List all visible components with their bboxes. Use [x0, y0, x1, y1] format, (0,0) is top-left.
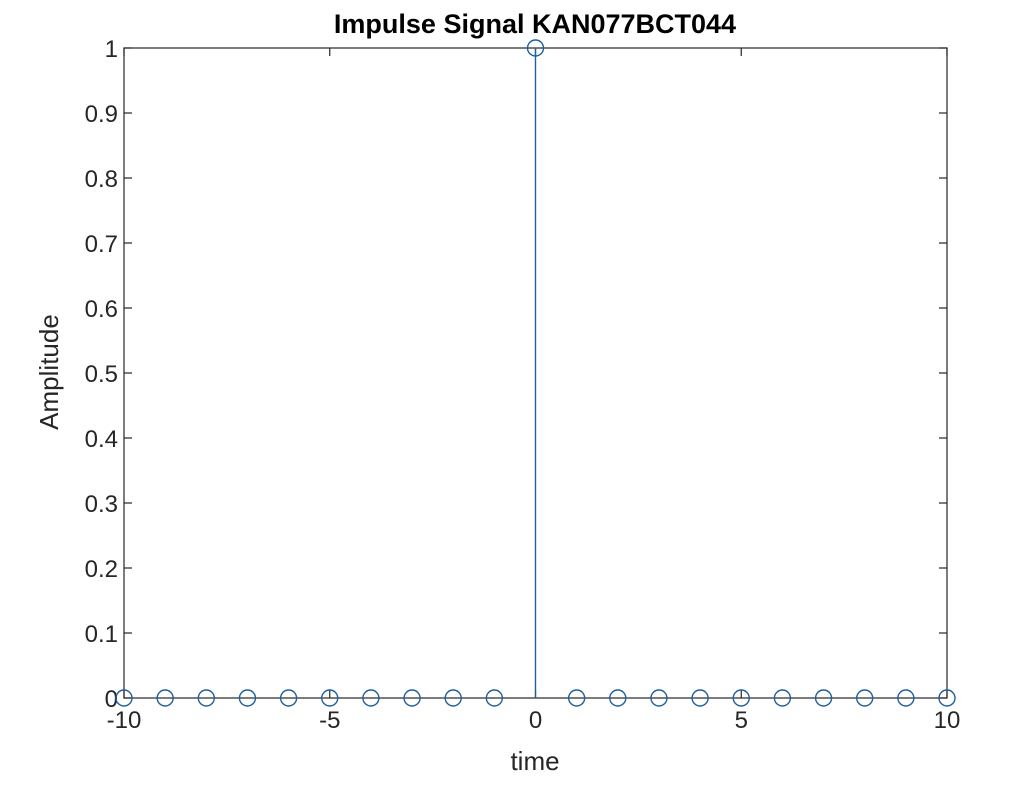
plot-area: -10 -5 0 5 10 0 0.1 0.2 0.3 0.4 0.5 0.6 0.7 0.8 0.9 1 [85, 36, 961, 734]
x-tick-label: -5 [319, 707, 340, 734]
stem-marker [691, 689, 709, 707]
y-tick-label: 0.4 [85, 426, 118, 453]
stem-marker [856, 689, 874, 707]
stem-marker [650, 689, 668, 707]
stem-marker [444, 689, 462, 707]
stem-marker [567, 689, 586, 707]
stem-marker [938, 689, 956, 707]
stem-marker [485, 689, 504, 707]
y-tick-label: 1 [105, 36, 118, 63]
y-axis-label: Amplitude [34, 314, 64, 430]
y-tick-label: 0.8 [85, 166, 118, 193]
y-tick-label: 0.1 [85, 621, 118, 648]
chart-title: Impulse Signal KAN077BCT044 [334, 9, 736, 39]
y-tick-label: 0.7 [85, 231, 118, 258]
stem-marker [526, 39, 545, 57]
stem-marker [773, 689, 792, 707]
stem-marker [897, 689, 915, 707]
stem-marker [156, 689, 174, 707]
x-tick-label: 5 [735, 707, 748, 734]
stem-marker [279, 689, 298, 707]
y-tick-label: 0.5 [85, 361, 118, 388]
x-tick-label: 10 [934, 707, 961, 734]
y-tick-label: 0.9 [85, 101, 118, 128]
stem-marker [197, 689, 216, 707]
x-tick-label: 0 [529, 707, 542, 734]
stem-marker [403, 689, 421, 707]
stem-marker [238, 689, 257, 707]
stem-marker [609, 689, 627, 707]
y-tick-label: 0.3 [85, 491, 118, 518]
stem-marker [732, 689, 750, 707]
y-tick-label: 0 [105, 686, 118, 713]
x-axis-label: time [510, 746, 559, 776]
y-tick-label: 0.2 [85, 556, 118, 583]
stem-marker [814, 689, 833, 707]
stem-marker [362, 689, 380, 707]
y-tick-label: 0.6 [85, 296, 118, 323]
x-tick-label: -10 [107, 707, 142, 734]
stem-marker [115, 689, 133, 707]
stem-marker [321, 689, 339, 707]
